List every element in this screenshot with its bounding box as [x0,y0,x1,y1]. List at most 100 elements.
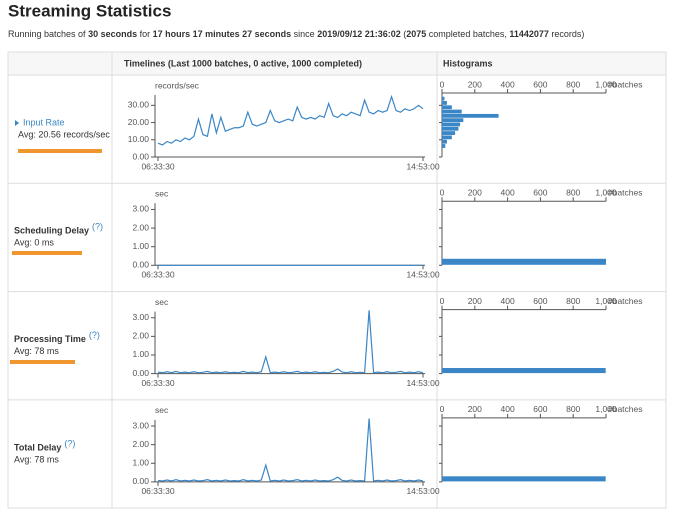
hist-bar [442,368,606,374]
metric-avg: Avg: 0 ms [14,238,54,248]
y-axis-label: sec [155,297,169,307]
hist-x-tick-label: 0 [440,79,445,89]
hist-x-tick-label: 800 [566,404,580,414]
hist-x-tick-label: 200 [468,296,482,306]
hist-x-tick-label: 400 [501,404,515,414]
hist-bar [442,131,456,135]
hist-x-tick-label: 0 [440,404,445,414]
hist-bar [442,101,447,105]
metric-label: Total Delay [14,442,61,452]
summary-segment: Running batches of [8,29,88,39]
x-tick-label: 06:33:30 [141,378,174,388]
summary-segment: completed batches, [426,29,509,39]
metric-avg: Avg: 78 ms [14,454,59,464]
hist-axis-label: #batches [608,404,643,414]
hist-x-tick-label: 400 [501,188,515,198]
hist-x-tick-label: 400 [501,296,515,306]
hist-axis-label: #batches [608,296,643,306]
summary-segment: since [291,29,317,39]
table-header-bg [8,52,666,76]
metric-avg: Avg: 20.56 records/sec [18,129,110,139]
hist-axis-label: #batches [608,79,643,89]
help-link[interactable]: (?) [89,330,100,340]
metric-label: Scheduling Delay [14,226,89,236]
x-tick-label: 06:33:30 [141,486,174,496]
summary-segment: 11442077 [509,29,549,39]
hist-bar [442,109,462,114]
hist-x-tick-label: 200 [468,79,482,89]
hist-bar [442,139,447,144]
y-tick-label: 3.00 [132,312,149,322]
summary-segment: records) [549,29,585,39]
hist-bar [442,476,606,482]
hist-bar [442,118,464,123]
timeline-line [157,94,424,146]
hist-x-tick-label: 1,000 [595,188,617,198]
summary-segment: 17 hours 17 minutes 27 seconds [153,29,292,39]
help-link[interactable]: (?) [92,222,103,232]
hist-bar [442,96,445,101]
x-tick-label: 14:53:00 [406,161,439,171]
y-tick-label: 0.00 [132,368,149,378]
hist-x-tick-label: 1,000 [595,79,617,89]
hist-x-tick-label: 800 [566,296,580,306]
hist-x-tick-label: 800 [566,188,580,198]
hist-x-tick-label: 600 [533,296,547,306]
y-tick-label: 0.00 [132,151,149,161]
timeline-line [157,418,424,482]
summary-segment: 2075 [406,29,426,39]
hist-x-tick-label: 0 [440,188,445,198]
page-title: Streaming Statistics [8,1,171,20]
summary-segment: for [137,29,153,39]
metric-label: Processing Time [14,334,86,344]
y-tick-label: 1.00 [132,458,149,468]
y-tick-label: 10.00 [128,134,150,144]
y-tick-label: 1.00 [132,349,149,359]
summary-segment: 30 seconds [88,29,137,39]
timeline-line [157,310,424,374]
summary: Running batches of 30 seconds for 17 hou… [8,29,584,39]
y-tick-label: 1.00 [132,241,149,251]
y-tick-label: 20.00 [128,117,150,127]
metric-link[interactable]: Input Rate [23,117,65,127]
summary-segment: ( [401,29,407,39]
expand-icon [15,120,19,126]
hist-bar [442,122,461,127]
hist-bar [442,135,452,140]
timelines-header: Timelines (Last 1000 batches, 0 active, … [124,58,362,68]
hist-axis-label: #batches [608,188,643,198]
y-tick-label: 2.00 [132,439,149,449]
help-link[interactable]: (?) [64,438,75,448]
hist-bar [442,258,606,265]
hist-x-tick-label: 800 [566,79,580,89]
hist-bar [442,113,499,118]
hist-x-tick-label: 600 [533,188,547,198]
x-tick-label: 06:33:30 [141,161,174,171]
y-axis-label: sec [155,189,169,199]
x-tick-label: 14:53:00 [406,270,439,280]
hist-bar [442,105,452,110]
y-tick-label: 2.00 [132,222,149,232]
y-tick-label: 0.00 [132,476,149,486]
hist-x-tick-label: 0 [440,296,445,306]
summary-segment: 2019/09/12 21:36:02 [317,29,401,39]
hist-x-tick-label: 200 [468,188,482,198]
hist-x-tick-label: 600 [533,79,547,89]
hist-bar [442,126,459,131]
y-tick-label: 2.00 [132,331,149,341]
y-axis-label: records/sec [155,80,200,90]
y-tick-label: 0.00 [132,260,149,270]
hist-x-tick-label: 600 [533,404,547,414]
hist-bar [442,144,446,148]
x-tick-label: 06:33:30 [141,270,174,280]
y-tick-label: 30.00 [128,100,150,110]
histograms-header: Histograms [443,58,493,68]
hist-x-tick-label: 200 [468,404,482,414]
hist-x-tick-label: 1,000 [595,404,617,414]
y-tick-label: 3.00 [132,420,149,430]
hist-x-tick-label: 1,000 [595,296,617,306]
hist-x-tick-label: 400 [501,79,515,89]
x-tick-label: 14:53:00 [406,486,439,496]
